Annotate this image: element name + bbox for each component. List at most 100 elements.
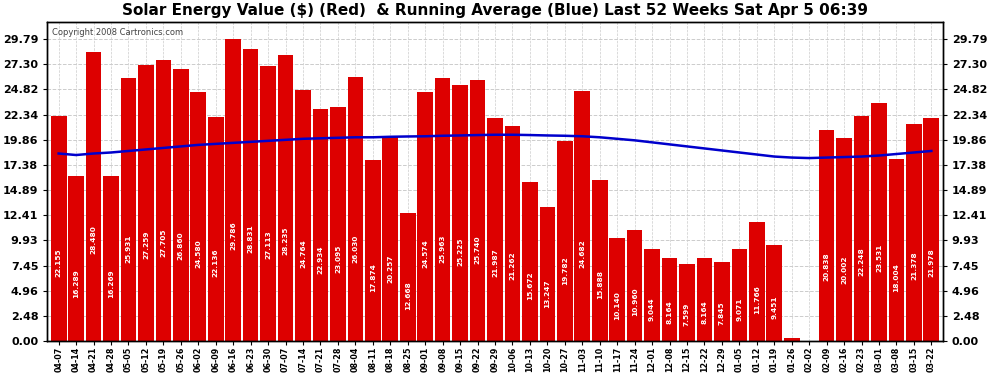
- Bar: [365, 160, 381, 341]
- Text: 26.030: 26.030: [352, 234, 358, 263]
- Text: 22.155: 22.155: [55, 248, 61, 277]
- Text: 23.531: 23.531: [876, 243, 882, 272]
- Text: Copyright 2008 Cartronics.com: Copyright 2008 Cartronics.com: [51, 28, 183, 37]
- Text: 16.289: 16.289: [73, 269, 79, 298]
- Bar: [190, 92, 206, 341]
- Bar: [505, 126, 521, 341]
- Text: 10.960: 10.960: [632, 288, 638, 316]
- Text: 27.113: 27.113: [265, 231, 271, 259]
- Bar: [50, 117, 66, 341]
- Bar: [435, 78, 450, 341]
- Text: 24.574: 24.574: [422, 240, 429, 268]
- Bar: [452, 86, 468, 341]
- Text: 21.978: 21.978: [929, 249, 935, 278]
- Bar: [208, 117, 224, 341]
- Bar: [732, 249, 747, 341]
- Text: 23.095: 23.095: [335, 245, 341, 273]
- Bar: [155, 60, 171, 341]
- Bar: [924, 118, 940, 341]
- Text: 7.845: 7.845: [719, 302, 725, 325]
- Bar: [871, 102, 887, 341]
- Text: 9.451: 9.451: [771, 296, 777, 320]
- Bar: [347, 77, 363, 341]
- Bar: [766, 245, 782, 341]
- Bar: [138, 65, 153, 341]
- Text: 28.831: 28.831: [248, 224, 253, 253]
- Text: 17.874: 17.874: [370, 263, 376, 292]
- Bar: [173, 69, 189, 341]
- Bar: [522, 182, 538, 341]
- Bar: [906, 124, 922, 341]
- Bar: [226, 39, 241, 341]
- Bar: [121, 78, 137, 341]
- Text: 20.257: 20.257: [387, 255, 393, 284]
- Bar: [400, 213, 416, 341]
- Text: 26.860: 26.860: [178, 231, 184, 260]
- Bar: [243, 49, 258, 341]
- Bar: [889, 159, 904, 341]
- Bar: [487, 118, 503, 341]
- Bar: [557, 141, 572, 341]
- Text: 18.004: 18.004: [893, 263, 900, 292]
- Text: 25.740: 25.740: [474, 236, 480, 264]
- Text: 7.599: 7.599: [684, 302, 690, 326]
- Bar: [853, 116, 869, 341]
- Bar: [295, 90, 311, 341]
- Text: 22.136: 22.136: [213, 248, 219, 277]
- Bar: [330, 107, 346, 341]
- Bar: [819, 130, 835, 341]
- Text: 21.378: 21.378: [911, 251, 917, 279]
- Title: Solar Energy Value ($) (Red)  & Running Average (Blue) Last 52 Weeks Sat Apr 5 0: Solar Energy Value ($) (Red) & Running A…: [122, 3, 868, 18]
- Bar: [837, 138, 852, 341]
- Bar: [86, 53, 101, 341]
- Bar: [714, 261, 730, 341]
- Bar: [540, 207, 555, 341]
- Text: 8.164: 8.164: [666, 300, 672, 324]
- Text: 12.668: 12.668: [405, 282, 411, 310]
- Text: 29.786: 29.786: [231, 221, 237, 250]
- Text: 25.931: 25.931: [126, 235, 132, 263]
- Text: 9.071: 9.071: [737, 297, 742, 321]
- Text: 24.580: 24.580: [195, 240, 201, 268]
- Text: 19.782: 19.782: [561, 256, 568, 285]
- Text: 10.140: 10.140: [614, 291, 620, 320]
- Bar: [103, 176, 119, 341]
- Bar: [609, 238, 625, 341]
- Bar: [418, 92, 433, 341]
- Text: 21.987: 21.987: [492, 249, 498, 278]
- Text: 25.225: 25.225: [457, 237, 463, 266]
- Text: 22.248: 22.248: [858, 248, 864, 276]
- Text: 27.705: 27.705: [160, 228, 166, 257]
- Bar: [278, 55, 293, 341]
- Text: 24.764: 24.764: [300, 239, 306, 267]
- Bar: [627, 230, 643, 341]
- Text: 22.934: 22.934: [318, 245, 324, 274]
- Text: 24.682: 24.682: [579, 239, 585, 268]
- Bar: [313, 108, 329, 341]
- Bar: [68, 176, 84, 341]
- Text: 25.963: 25.963: [440, 235, 446, 263]
- Text: 16.269: 16.269: [108, 269, 114, 298]
- Text: 11.766: 11.766: [753, 285, 759, 314]
- Bar: [574, 91, 590, 341]
- Text: 21.262: 21.262: [510, 251, 516, 280]
- Text: 15.672: 15.672: [527, 271, 533, 300]
- Bar: [784, 338, 800, 341]
- Bar: [679, 264, 695, 341]
- Bar: [661, 258, 677, 341]
- Text: 8.164: 8.164: [702, 300, 708, 324]
- Bar: [749, 222, 764, 341]
- Bar: [469, 80, 485, 341]
- Text: 20.002: 20.002: [842, 256, 847, 284]
- Bar: [697, 258, 712, 341]
- Text: 13.247: 13.247: [544, 280, 550, 308]
- Bar: [644, 249, 660, 341]
- Text: 9.044: 9.044: [649, 297, 655, 321]
- Bar: [592, 180, 608, 341]
- Text: 27.259: 27.259: [143, 230, 148, 259]
- Text: 28.480: 28.480: [90, 225, 97, 254]
- Text: 28.235: 28.235: [282, 226, 288, 255]
- Text: 15.888: 15.888: [597, 270, 603, 299]
- Text: 20.838: 20.838: [824, 253, 830, 281]
- Bar: [260, 66, 276, 341]
